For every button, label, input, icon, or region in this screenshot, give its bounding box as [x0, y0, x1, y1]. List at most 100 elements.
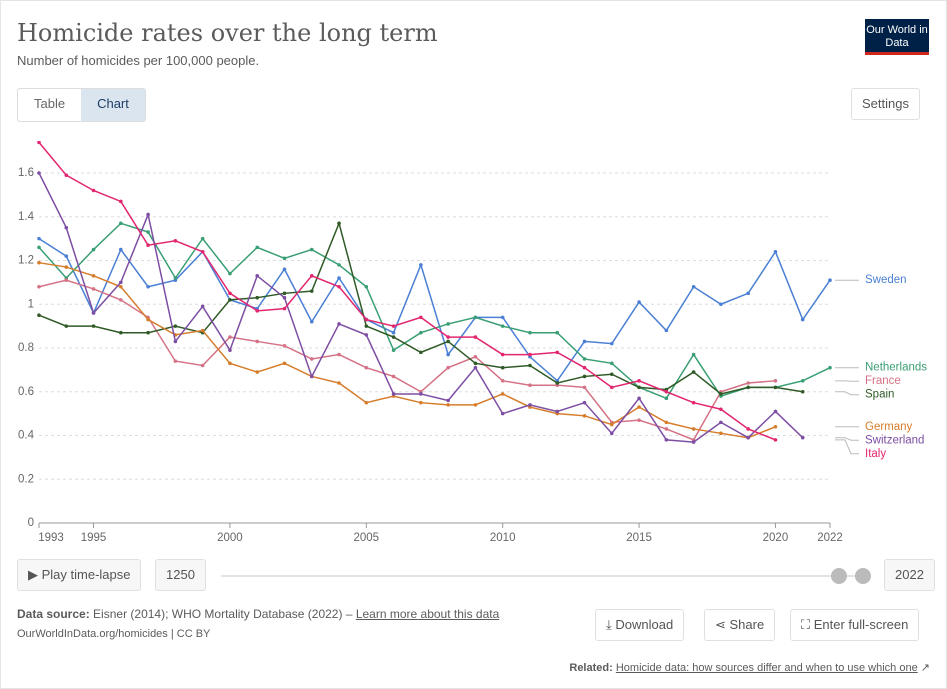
legend-label: Germany: [865, 421, 913, 433]
data-point: [419, 392, 423, 396]
data-point: [582, 374, 587, 379]
data-point: [446, 365, 450, 370]
data-point: [582, 385, 587, 390]
y-tick-label: 1.6: [18, 167, 34, 179]
data-point: [500, 352, 505, 357]
data-point: [282, 291, 287, 296]
data-point: [364, 324, 369, 328]
data-point: [200, 249, 205, 254]
fullscreen-button[interactable]: ⛶ Enter full-screen: [790, 609, 920, 641]
data-point: [309, 247, 314, 252]
related-link[interactable]: Homicide data: how sources differ and wh…: [615, 662, 918, 674]
data-point: [309, 319, 314, 324]
x-tick-label: 2010: [490, 532, 516, 544]
title: Homicide rates over the long term: [17, 19, 438, 47]
data-point: [64, 324, 69, 328]
data-point: [528, 403, 532, 407]
data-point: [500, 365, 505, 370]
data-point: [719, 407, 723, 412]
data-point: [282, 267, 287, 272]
data-point: [91, 324, 96, 328]
data-point: [391, 374, 396, 379]
table-tab[interactable]: Table: [34, 96, 66, 111]
timeline-start-handle[interactable]: [831, 568, 847, 584]
play-button[interactable]: ▶ Play time-lapse: [17, 559, 142, 591]
data-point: [64, 265, 69, 269]
legend-label: Sweden: [865, 274, 907, 286]
y-tick-label: 1.2: [18, 255, 34, 267]
data-point: [446, 335, 450, 339]
data-source: Data source: Eisner (2014); WHO Mortalit…: [17, 607, 499, 621]
data-point: [528, 330, 532, 335]
series-line: [38, 261, 776, 439]
related-label: Related:: [569, 662, 613, 674]
data-point: [119, 221, 123, 226]
data-point: [746, 381, 750, 385]
chart-tab[interactable]: Chart: [81, 89, 145, 121]
data-point: [746, 291, 750, 296]
data-point: [691, 284, 696, 289]
data-point: [691, 427, 696, 431]
subtitle: Number of homicides per 100,000 people.: [17, 53, 260, 68]
data-point: [146, 330, 150, 335]
data-point: [228, 361, 232, 366]
data-point: [446, 398, 450, 403]
data-point: [119, 280, 123, 285]
fullscreen-label: Enter full-screen: [813, 617, 909, 632]
data-point: [528, 363, 532, 368]
data-point: [228, 298, 232, 302]
data-point: [391, 324, 396, 328]
data-point: [419, 330, 423, 335]
data-point: [391, 330, 396, 335]
data-point: [773, 438, 778, 442]
x-tick-label: 1995: [81, 532, 107, 544]
data-point: [555, 381, 560, 385]
source-link[interactable]: Learn more about this data: [355, 607, 500, 621]
start-year[interactable]: 1250: [155, 559, 206, 591]
data-point: [337, 352, 341, 357]
data-point: [282, 361, 287, 366]
data-point: [528, 352, 532, 357]
data-point: [828, 278, 832, 282]
data-point: [473, 315, 478, 320]
series-line: [38, 220, 803, 395]
share-button[interactable]: ⋖ Share: [704, 609, 776, 641]
data-point: [473, 403, 478, 407]
series-line: [38, 279, 776, 441]
data-point: [582, 414, 587, 418]
x-tick-label: 2015: [626, 532, 652, 544]
timeline-track[interactable]: [221, 575, 861, 577]
data-point: [309, 289, 314, 293]
data-point: [228, 335, 232, 339]
data-point: [637, 396, 641, 401]
data-point: [582, 400, 587, 405]
data-point: [746, 435, 750, 440]
data-point: [146, 230, 150, 234]
series-line: [38, 141, 776, 441]
data-point: [364, 284, 369, 289]
logo[interactable]: Our World in Data: [865, 19, 929, 55]
data-point: [282, 256, 287, 261]
data-point: [500, 324, 505, 328]
data-point: [609, 341, 614, 346]
data-point: [664, 328, 669, 333]
data-point: [637, 385, 641, 390]
end-year[interactable]: 2022: [884, 559, 935, 591]
data-point: [664, 396, 669, 401]
data-point: [528, 383, 532, 387]
data-point: [609, 422, 614, 427]
data-point: [119, 330, 123, 335]
settings-button[interactable]: Settings: [851, 88, 920, 120]
legend-label: France: [865, 375, 901, 387]
data-point: [91, 188, 96, 193]
data-point: [637, 379, 641, 383]
y-tick-label: 0: [28, 517, 34, 529]
download-button[interactable]: ⤓ Download: [595, 609, 685, 641]
y-tick-label: 1: [28, 298, 34, 310]
legend-connector: [835, 439, 859, 455]
data-point: [664, 427, 669, 431]
data-point: [146, 212, 150, 217]
data-point: [173, 276, 178, 280]
timeline-end-handle[interactable]: [855, 568, 871, 584]
data-point: [91, 311, 96, 315]
